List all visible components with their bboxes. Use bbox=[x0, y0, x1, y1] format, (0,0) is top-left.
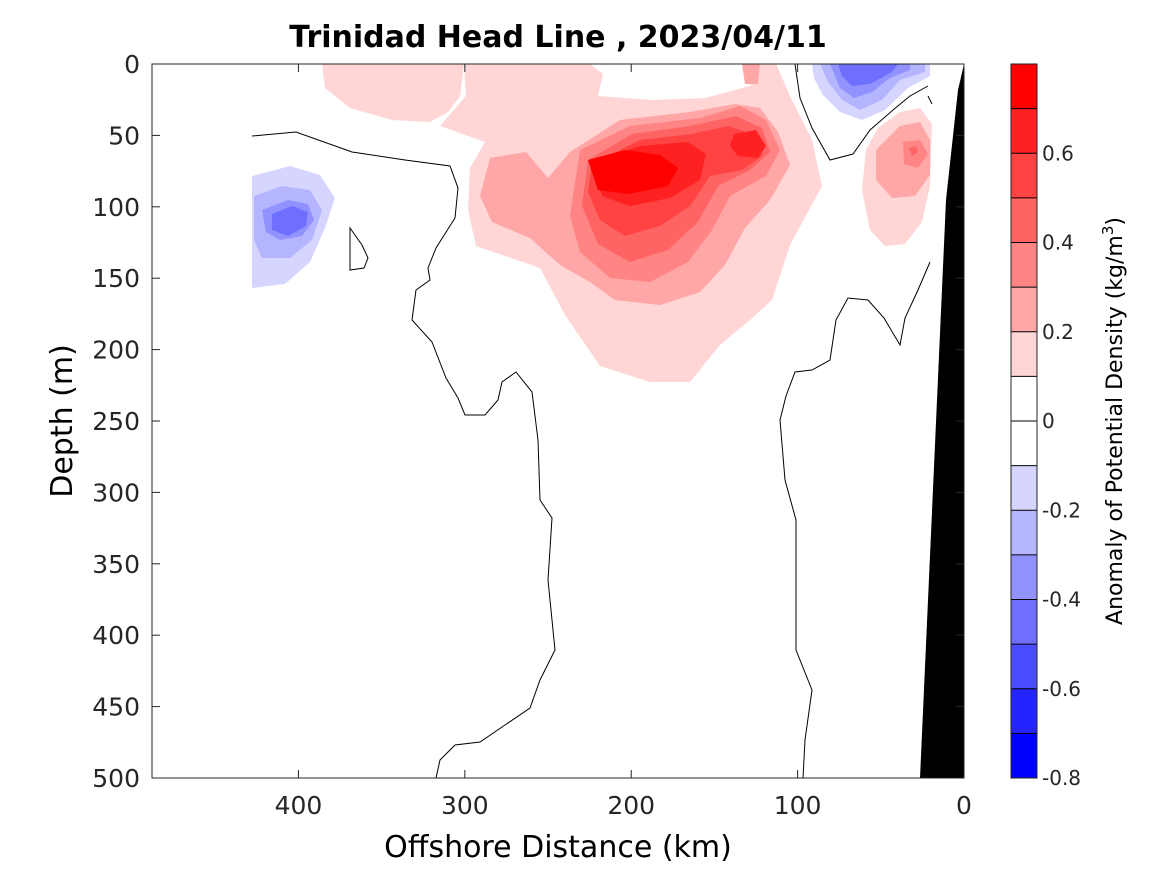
y-tick-label: 450 bbox=[92, 693, 140, 722]
contour-fills bbox=[251, 64, 964, 778]
colorbar-level bbox=[1011, 287, 1037, 332]
colorbar-level bbox=[1011, 644, 1037, 689]
colorbar-level bbox=[1011, 153, 1037, 198]
fill-pos-0-6b bbox=[730, 130, 766, 158]
colorbar-level bbox=[1011, 64, 1037, 109]
colorbar-level bbox=[1011, 465, 1037, 511]
colorbar-level bbox=[1011, 197, 1037, 243]
y-tick-label: 200 bbox=[92, 336, 140, 365]
fill-neg-surf-0-5 bbox=[838, 64, 898, 86]
colorbar-tick-label: 0.4 bbox=[1042, 231, 1074, 255]
fill-pos-0-1b bbox=[322, 64, 464, 122]
x-tick-label: 400 bbox=[275, 791, 323, 820]
y-axis-ticks: 0 50 100 150 200 250 300 350 400 450 500 bbox=[92, 50, 964, 793]
x-tick-label: 100 bbox=[774, 791, 822, 820]
fill-neg-off-0-5 bbox=[272, 206, 308, 236]
colorbar-level bbox=[1011, 376, 1037, 421]
y-tick-label: 300 bbox=[92, 478, 140, 507]
y-axis-label: Depth (m) bbox=[45, 344, 80, 498]
y-tick-label: 500 bbox=[92, 764, 140, 793]
y-tick-label: 350 bbox=[92, 550, 140, 579]
x-tick-label: 0 bbox=[956, 791, 972, 820]
zero-contour-line-2 bbox=[349, 226, 369, 271]
colorbar-level bbox=[1011, 688, 1037, 734]
y-tick-label: 100 bbox=[92, 193, 140, 222]
colorbar-tick-label: 0 bbox=[1042, 409, 1055, 433]
colorbar-level bbox=[1011, 554, 1037, 600]
y-tick-label: 150 bbox=[92, 264, 140, 293]
fill-pos-near-0-3 bbox=[903, 140, 928, 168]
colorbar-label-sup: 3 bbox=[1099, 226, 1117, 236]
colorbar-tick-label: -0.6 bbox=[1042, 677, 1081, 701]
zero-contour-line-1 bbox=[251, 131, 556, 778]
zero-contour-line-3 bbox=[794, 64, 929, 161]
colorbar-level bbox=[1011, 242, 1037, 288]
x-axis-label: Offshore Distance (km) bbox=[384, 830, 732, 865]
fill-pos-0-7 bbox=[588, 150, 678, 194]
colorbar: 0.6 0.4 0.2 0 -0.2 -0.4 -0.6 -0.8 bbox=[1010, 63, 1081, 790]
colorbar-level bbox=[1011, 108, 1037, 154]
colorbar-frame bbox=[1010, 63, 1038, 779]
x-tick-label: 300 bbox=[441, 791, 489, 820]
colorbar-level bbox=[1011, 599, 1037, 645]
colorbar-tick-label: -0.2 bbox=[1042, 498, 1081, 522]
y-tick-label: 250 bbox=[92, 407, 140, 436]
x-axis-ticks: 400 300 200 100 0 bbox=[275, 64, 972, 820]
colorbar-tick-label: -0.8 bbox=[1042, 766, 1081, 790]
colorbar-label: Anomaly of Potential Density (kg/m3) bbox=[1099, 217, 1128, 625]
chart-title: Trinidad Head Line , 2023/04/11 bbox=[289, 20, 826, 55]
colorbar-level bbox=[1011, 331, 1037, 377]
colorbar-tick-label: -0.4 bbox=[1042, 588, 1081, 612]
colorbar-level bbox=[1011, 510, 1037, 555]
colorbar-label-main: Anomaly of Potential Density (kg/m bbox=[1103, 235, 1128, 625]
zero-contour-line-4 bbox=[927, 95, 933, 105]
fill-pos-top-0-2 bbox=[742, 64, 760, 84]
y-tick-label: 0 bbox=[124, 50, 140, 79]
colorbar-level bbox=[1011, 421, 1037, 466]
plot-area bbox=[152, 64, 964, 778]
seafloor bbox=[920, 64, 964, 778]
x-tick-label: 200 bbox=[607, 791, 655, 820]
y-tick-label: 400 bbox=[92, 621, 140, 650]
colorbar-level bbox=[1011, 733, 1037, 778]
fill-pos-near-0-4 bbox=[909, 146, 918, 156]
colorbar-tick-label: 0.6 bbox=[1042, 141, 1074, 165]
zero-contour-line-5 bbox=[779, 261, 931, 778]
colorbar-tick-label: 0.2 bbox=[1042, 320, 1074, 344]
colorbar-label-close: ) bbox=[1103, 217, 1128, 226]
y-tick-label: 50 bbox=[108, 121, 140, 150]
